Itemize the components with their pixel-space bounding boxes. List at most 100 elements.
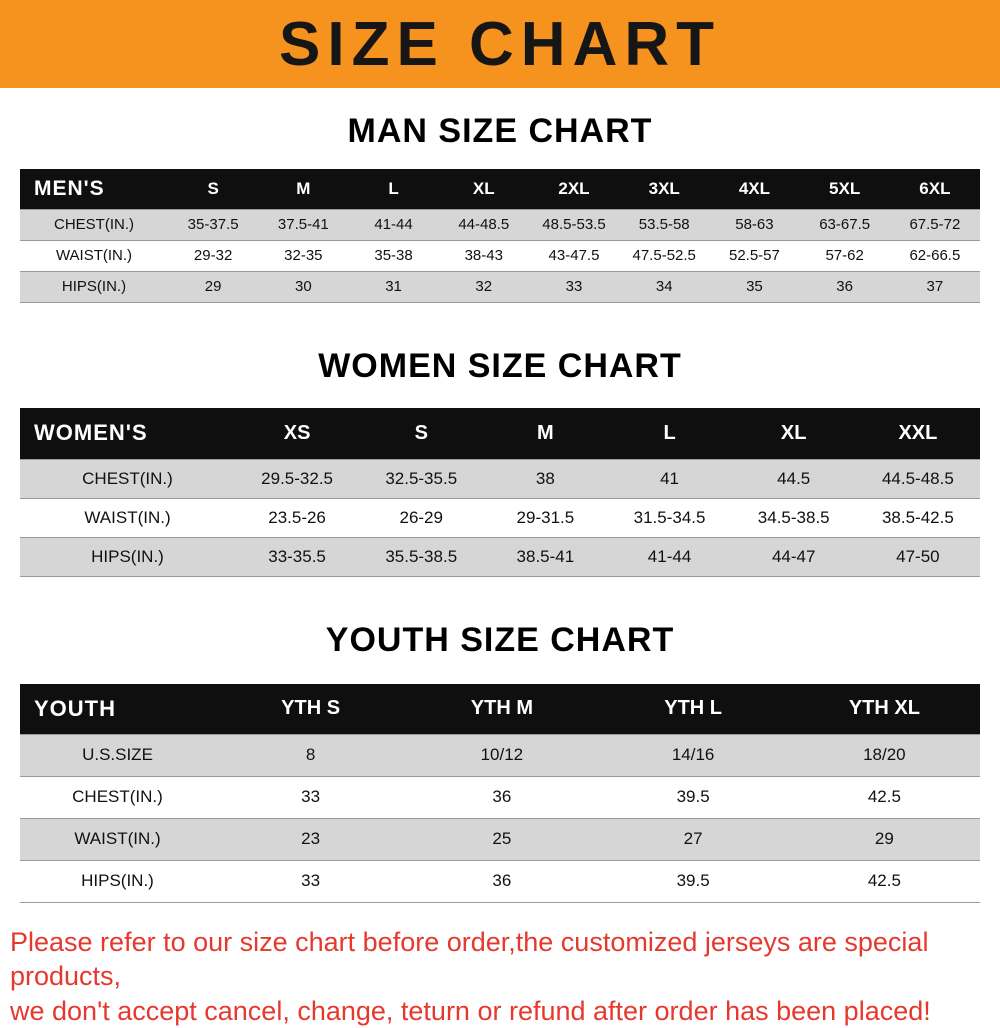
row-label: WAIST(IN.) [20,240,168,271]
table-cell: 52.5-57 [709,240,799,271]
table-cell: 27 [598,818,789,860]
table-cell: 26-29 [359,499,483,538]
table-cell: 35 [709,271,799,302]
table-title: YOUTH [20,684,215,734]
table-cell: 53.5-58 [619,209,709,240]
banner: SIZE CHART [0,0,1000,88]
table-cell: 29 [168,271,258,302]
table-cell: 36 [406,860,597,902]
table-cell: 38.5-41 [483,538,607,577]
table-cell: 67.5-72 [890,209,980,240]
column-header: L [607,408,731,460]
table-cell: 62-66.5 [890,240,980,271]
table-cell: 41-44 [348,209,438,240]
row-label: HIPS(IN.) [20,271,168,302]
column-header: YTH XL [789,684,980,734]
column-header: 2XL [529,169,619,209]
column-header: 6XL [890,169,980,209]
table-cell: 47-50 [856,538,980,577]
table-cell: 29 [789,818,980,860]
page-title: SIZE CHART [279,9,721,80]
footnote-line-1: Please refer to our size chart before or… [10,925,994,994]
column-header: M [483,408,607,460]
women-size-heading: WOMEN SIZE CHART [0,347,1000,386]
column-header: XS [235,408,359,460]
table-cell: 33 [529,271,619,302]
table-title: MEN'S [20,169,168,209]
table-title: WOMEN'S [20,408,235,460]
table-cell: 37 [890,271,980,302]
column-header: YTH M [406,684,597,734]
column-header: S [359,408,483,460]
footnote: Please refer to our size chart before or… [0,925,1000,1028]
table-cell: 39.5 [598,860,789,902]
table-cell: 37.5-41 [258,209,348,240]
table-cell: 31.5-34.5 [607,499,731,538]
table-cell: 8 [215,734,406,776]
table-cell: 29-31.5 [483,499,607,538]
table-cell: 41 [607,460,731,499]
column-header: 4XL [709,169,799,209]
table-cell: 23.5-26 [235,499,359,538]
table-cell: 32-35 [258,240,348,271]
row-label: CHEST(IN.) [20,460,235,499]
man-size-heading: MAN SIZE CHART [0,112,1000,151]
table-cell: 23 [215,818,406,860]
column-header: 5XL [800,169,890,209]
table-cell: 29-32 [168,240,258,271]
table-cell: 47.5-52.5 [619,240,709,271]
table-cell: 36 [800,271,890,302]
table-cell: 35-37.5 [168,209,258,240]
table-cell: 35-38 [348,240,438,271]
row-label: WAIST(IN.) [20,499,235,538]
table-cell: 42.5 [789,776,980,818]
column-header: XL [732,408,856,460]
row-label: WAIST(IN.) [20,818,215,860]
table-cell: 34.5-38.5 [732,499,856,538]
table-cell: 30 [258,271,348,302]
table-cell: 39.5 [598,776,789,818]
table-cell: 33 [215,860,406,902]
table-cell: 41-44 [607,538,731,577]
footnote-line-2: we don't accept cancel, change, teturn o… [10,994,994,1028]
table-cell: 25 [406,818,597,860]
table-cell: 32 [439,271,529,302]
column-header: M [258,169,348,209]
table-cell: 14/16 [598,734,789,776]
table-cell: 44-48.5 [439,209,529,240]
column-header: S [168,169,258,209]
column-header: YTH S [215,684,406,734]
table-cell: 10/12 [406,734,597,776]
table-cell: 33 [215,776,406,818]
table-cell: 42.5 [789,860,980,902]
column-header: L [348,169,438,209]
table-cell: 58-63 [709,209,799,240]
column-header: XL [439,169,529,209]
row-label: HIPS(IN.) [20,538,235,577]
table-cell: 32.5-35.5 [359,460,483,499]
row-label: CHEST(IN.) [20,209,168,240]
table-cell: 38-43 [439,240,529,271]
table-cell: 63-67.5 [800,209,890,240]
table-cell: 33-35.5 [235,538,359,577]
column-header: XXL [856,408,980,460]
table-cell: 43-47.5 [529,240,619,271]
table-cell: 34 [619,271,709,302]
table-cell: 31 [348,271,438,302]
table-cell: 44-47 [732,538,856,577]
